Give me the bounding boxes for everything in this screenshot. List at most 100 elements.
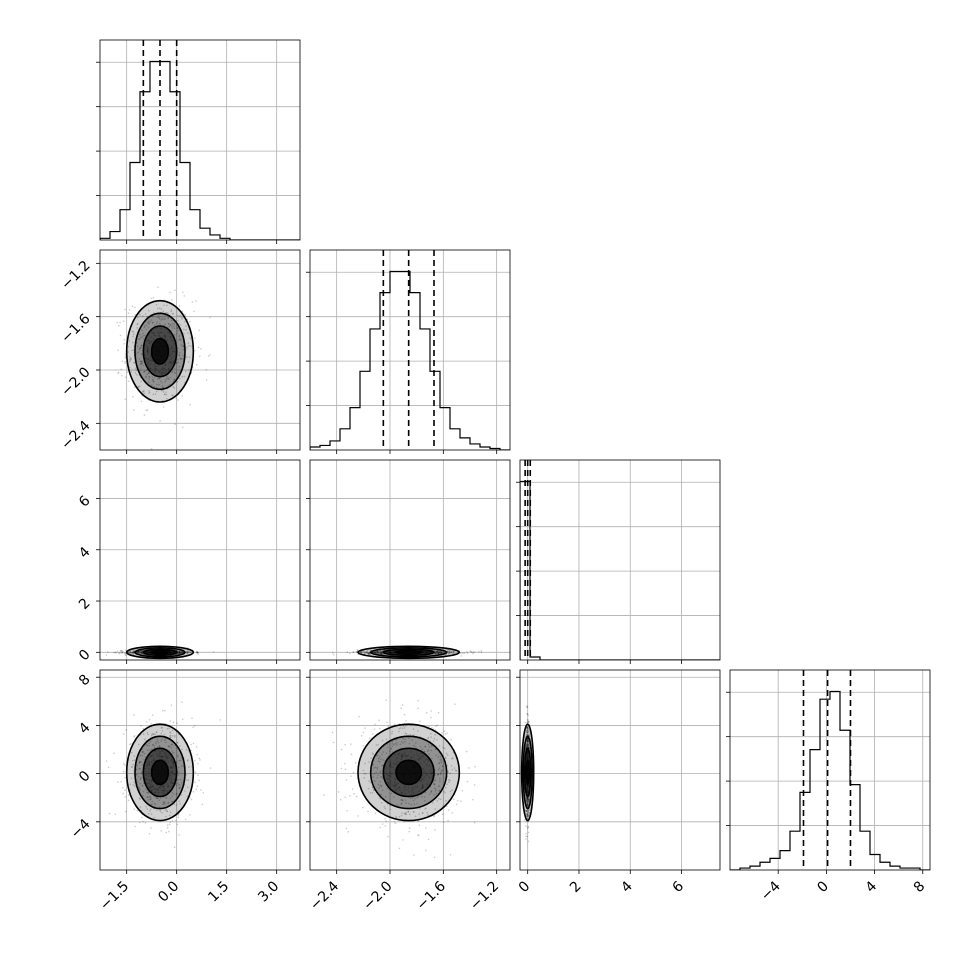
sample-point: [137, 652, 139, 654]
sample-point: [183, 375, 185, 378]
sample-point: [194, 781, 196, 783]
sample-point: [149, 798, 152, 801]
sample-point: [133, 457, 135, 459]
contour-0: [150, 650, 170, 655]
sample-point: [143, 392, 145, 395]
sample-point: [128, 340, 131, 342]
sample-point: [439, 651, 441, 654]
sample-point: [428, 793, 431, 795]
sample-point: [147, 812, 150, 815]
sample-point: [378, 719, 380, 722]
sample-point: [135, 369, 137, 372]
sample-point: [171, 795, 173, 797]
sample-point: [119, 334, 122, 337]
sample-point: [169, 732, 172, 734]
sample-point: [351, 788, 354, 790]
sample-point: [434, 733, 436, 736]
sample-point: [186, 786, 189, 788]
sample-point: [134, 306, 136, 309]
sample-point: [124, 357, 127, 359]
sample-point: [136, 352, 138, 354]
sample-point: [124, 796, 127, 798]
sample-point: [525, 811, 527, 813]
sample-point: [400, 803, 403, 805]
sample-point: [178, 355, 181, 357]
sample-point: [408, 737, 410, 739]
sample-point: [439, 758, 441, 761]
sample-point: [140, 346, 142, 349]
sample-point: [401, 704, 404, 706]
sample-point: [167, 323, 170, 325]
sample-point: [365, 651, 368, 653]
sample-point: [148, 392, 150, 394]
sample-point: [181, 701, 183, 704]
sample-point: [527, 719, 529, 722]
sample-point: [177, 328, 179, 330]
sample-point: [374, 651, 376, 654]
sample-point: [385, 820, 387, 823]
sample-point: [137, 650, 140, 653]
sample-point: [377, 650, 379, 653]
sample-point: [433, 787, 436, 790]
sample-point: [130, 652, 132, 655]
sample-point: [440, 652, 443, 654]
sample-point: [133, 735, 136, 737]
sample-point: [400, 740, 403, 743]
sample-point: [147, 372, 150, 374]
sample-point: [390, 747, 392, 750]
sample-point: [364, 727, 366, 729]
sample-point: [408, 802, 410, 805]
sample-point: [141, 652, 143, 655]
sample-point: [340, 748, 343, 751]
sample-point: [170, 329, 173, 332]
sample-point: [430, 790, 433, 793]
sample-point: [141, 763, 144, 766]
sample-point: [444, 733, 447, 735]
sample-point: [428, 753, 431, 755]
sample-point: [166, 827, 169, 829]
sample-point: [463, 652, 466, 654]
sample-point: [158, 322, 161, 325]
sample-point: [140, 363, 142, 366]
x-tick-label-3-1: 0: [814, 878, 832, 896]
sample-point: [180, 794, 182, 796]
sample-point: [150, 813, 153, 815]
sample-point: [412, 797, 414, 799]
sample-point: [134, 785, 136, 787]
sample-point: [453, 650, 455, 653]
sample-point: [437, 652, 439, 654]
sample-point: [132, 331, 135, 333]
sample-point: [142, 733, 145, 736]
sample-point: [141, 391, 144, 393]
sample-point: [362, 650, 365, 653]
sample-point: [526, 740, 529, 743]
sample-point: [323, 794, 325, 796]
sample-point: [403, 713, 406, 716]
sample-point: [121, 787, 124, 789]
sample-point: [180, 339, 182, 342]
sample-point: [526, 725, 528, 728]
sample-point: [132, 333, 135, 336]
sample-point: [180, 650, 183, 653]
sample-point: [344, 796, 347, 799]
sample-point: [184, 314, 186, 316]
sample-point: [460, 655, 463, 657]
sample-point: [209, 316, 211, 319]
sample-point: [369, 792, 372, 794]
sample-point: [175, 361, 178, 364]
sample-point: [405, 813, 408, 816]
sample-point: [173, 846, 176, 849]
sample-point: [391, 745, 393, 747]
sample-point: [160, 740, 163, 742]
sample-point: [177, 774, 180, 776]
sample-point: [177, 652, 179, 654]
sample-point: [473, 821, 476, 824]
sample-point: [379, 826, 381, 829]
sample-point: [140, 344, 143, 347]
sample-point: [124, 308, 126, 311]
sample-point: [375, 652, 378, 654]
y-tick-label-3-2: 4: [76, 720, 94, 738]
sample-point: [140, 777, 142, 780]
sample-point: [434, 748, 437, 750]
sample-point: [440, 769, 443, 772]
